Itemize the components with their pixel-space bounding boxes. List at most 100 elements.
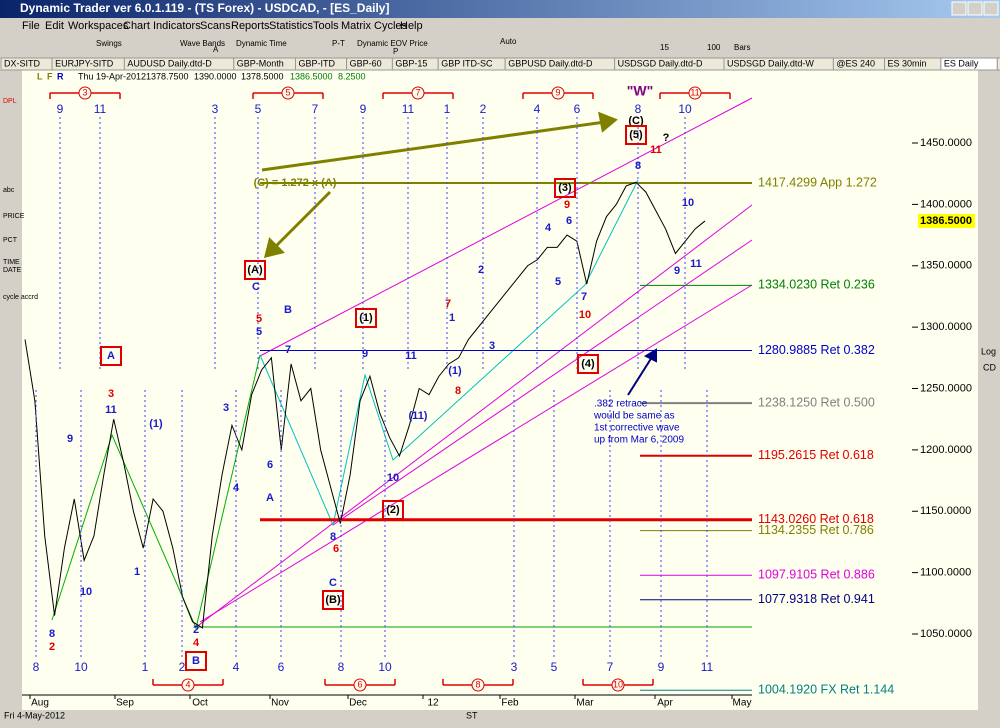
wave-label: 4 [193,637,200,649]
status-bar [0,710,1000,723]
tool-label[interactable]: Log [981,346,996,356]
month-label: Aug [31,698,49,709]
cycle-count: 10 [378,660,392,674]
wave-label: 5 [256,326,262,338]
minimize-button[interactable] [951,1,967,16]
menu-item[interactable]: Scans [200,20,231,32]
menu-item[interactable]: Chart [123,20,150,32]
tab-label: GBP-ITD [299,58,336,68]
maximize-button[interactable] [967,1,983,16]
menu-item[interactable]: Tools [313,20,339,32]
level-label: 1417.4299 App 1.272 [758,175,877,189]
wave-label: 8 [49,628,55,640]
cycle-number: 4 [185,679,190,689]
menu-item[interactable]: Reports [231,20,270,32]
cycle-count: 11 [701,660,714,674]
cycle-circle [471,678,485,692]
wave-box [322,590,344,610]
cycle-count: 11 [94,102,107,116]
info-flag: F [47,71,53,81]
price-tick-label: 1450.0000 [920,137,972,149]
toolbar-label[interactable]: A [213,45,219,54]
cycle-count: 6 [574,102,581,116]
menu-item[interactable]: Indicators [153,20,201,32]
wave-label: 10 [682,197,694,209]
arrow-head [263,237,285,259]
menu-item[interactable]: Matrix Cycles [341,20,408,32]
toolbar-label[interactable]: 15 [660,43,669,52]
channel-lines [194,97,753,629]
toolbar-label[interactable]: Auto [500,37,517,46]
wave-label: 2 [49,641,55,653]
tool-label[interactable]: CD [983,362,996,372]
toolbar-label[interactable]: P-T [332,39,345,48]
channel-line [332,239,753,526]
toolbar-label[interactable]: P [393,47,398,56]
arrow-head [598,111,618,133]
tab[interactable] [996,57,1000,71]
level-label: 1134.2355 Ret 0.786 [758,523,874,537]
tab-label: @ES 240 [836,58,875,68]
month-label: May [733,698,752,709]
tab-label: GBP-60 [350,58,382,68]
wave-label: 9 [674,265,680,277]
wave-label: 8 [455,385,461,397]
swing-lines [51,179,752,630]
close-button[interactable] [983,1,999,16]
toolbar-label[interactable]: Bars [734,43,750,52]
wave-label: 6 [267,459,273,471]
toolbar-label[interactable]: 100 [707,43,721,52]
tool-label[interactable]: DPL [3,98,17,105]
wave-box [355,308,377,328]
wave-label: 8 [330,531,336,543]
tool-label[interactable]: cycle accrd [3,294,38,301]
toolbar-label[interactable]: Dynamic EOV Price [357,39,428,48]
cycle-count: 2 [179,660,186,674]
toolbar-label[interactable]: Dynamic Time [236,39,287,48]
month-label: Oct [192,698,208,709]
cycle-circle [411,86,425,100]
wave-label: (C) = 1.272 x (A) [254,177,337,189]
tab-label: ES 30min [888,58,927,68]
wave-box [185,651,207,671]
menu-item[interactable]: Edit [45,20,64,32]
tool-label[interactable]: PCT [3,237,18,244]
tool-label[interactable]: abc [3,187,15,194]
menu-item[interactable]: Statistics [269,20,314,32]
level-label: 1334.0230 Ret 0.236 [758,278,875,292]
current-price-box [918,213,975,228]
wave-label: 3 [108,388,114,400]
note-line: up from Mar 6, 2009 [594,435,684,446]
wave-label: (B) [325,594,341,606]
cycle-count: 5 [255,102,262,116]
note-arrow [627,348,657,396]
cycle-count: 3 [511,660,518,674]
wave-label: 4 [545,222,552,234]
menu-item[interactable]: File [22,20,40,32]
menu-item[interactable]: Workspaces [68,20,129,32]
status-text: Fri 4-May-2012 [4,710,65,720]
price-tick-label: 1050.0000 [920,628,972,640]
wave-label: 11 [105,404,117,416]
tool-label[interactable]: DATE [3,267,21,274]
toolbar-label[interactable]: Wave Bands [180,39,225,48]
wave-label: 8 [635,160,641,172]
note-line: .382 retrace [594,399,648,410]
toolbar-label[interactable]: Swings [96,39,122,48]
tab-label: ES Daily [944,58,979,68]
wave-label: 11 [650,144,662,156]
wave-label: 2 [478,264,484,276]
wave-label: (4) [581,358,595,370]
cycle-number: 3 [82,87,87,97]
info-value: 1386.5000 [290,71,333,81]
price-tick-label: 1250.0000 [920,382,972,394]
tool-label[interactable]: PRICE [3,213,25,220]
wave-box [382,500,404,520]
level-label: 1004.1920 FX Ret 1.144 [758,683,894,697]
level-label: 1077.9318 Ret 0.941 [758,592,875,606]
wave-label: 10 [387,472,399,484]
note-line: 1st corrective wave [594,423,680,434]
tool-label[interactable]: TIME [3,259,20,266]
menu-item[interactable]: Help [400,20,423,32]
